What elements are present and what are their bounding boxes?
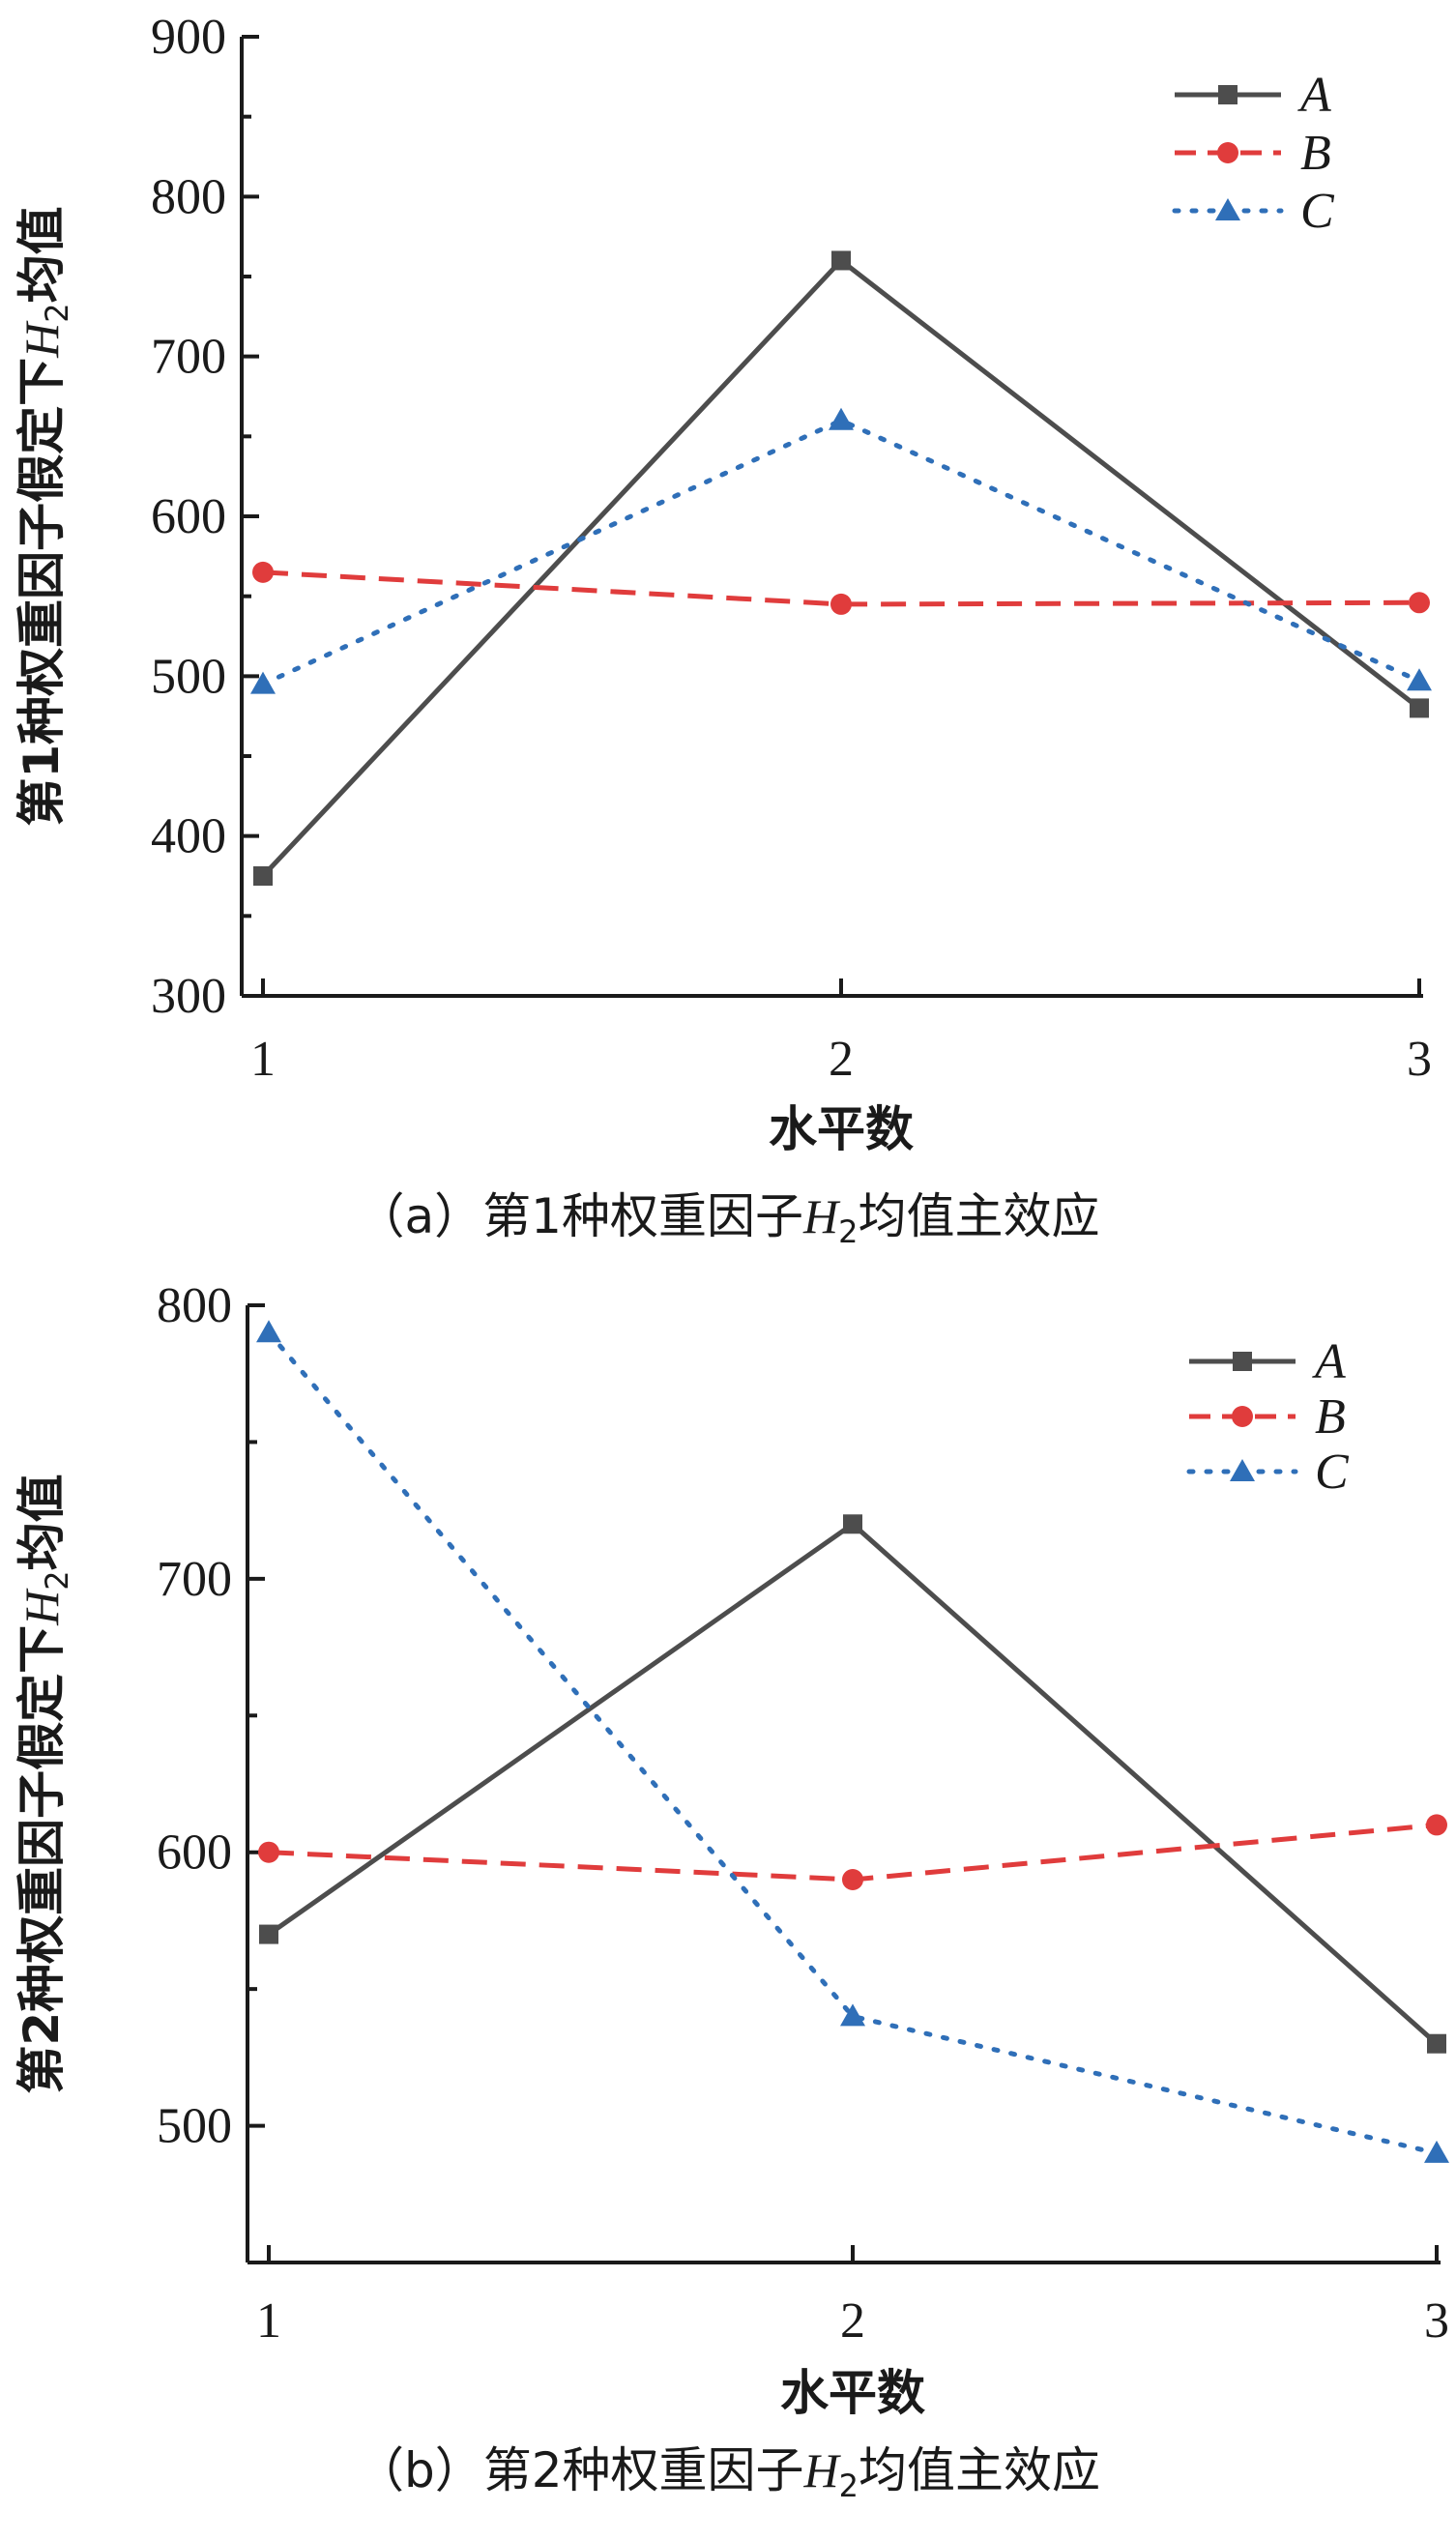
figure-caption-sub: 2 bbox=[839, 2467, 859, 2504]
legend-A-marker bbox=[1233, 1352, 1252, 1371]
legend-C-label: C bbox=[1300, 184, 1335, 239]
legend-C-label: C bbox=[1315, 1445, 1350, 1500]
series-B-point bbox=[258, 1841, 279, 1863]
series-A-line bbox=[261, 257, 1421, 878]
y-tick-label: 300 bbox=[151, 969, 226, 1024]
legend: ABC bbox=[1172, 68, 1335, 239]
series-C-point bbox=[1407, 668, 1432, 691]
y-axis-title-var: H bbox=[15, 1588, 69, 1626]
y-tick-label: 600 bbox=[157, 1825, 232, 1881]
series-A-line bbox=[267, 1521, 1439, 2046]
legend: ABC bbox=[1186, 1334, 1350, 1500]
x-tick-label: 1 bbox=[256, 2293, 281, 2349]
y-tick-label: 700 bbox=[151, 330, 226, 385]
series-C-point bbox=[1424, 2140, 1449, 2163]
legend-C-marker bbox=[1230, 1459, 1255, 1481]
series-C-point bbox=[840, 2003, 865, 2027]
y-tick-label: 400 bbox=[151, 809, 226, 864]
y-axis-title-text: 均值 bbox=[14, 1474, 70, 1570]
y-tick-label: 900 bbox=[151, 10, 226, 65]
figure-caption-text: （a）第1种权重因子 bbox=[357, 1188, 803, 1244]
legend-B-label: B bbox=[1315, 1389, 1346, 1445]
series-C-line bbox=[266, 1329, 1440, 2156]
figure-caption: （b）第2种权重因子H2均值主效应 bbox=[356, 2442, 1100, 2504]
series-A-point bbox=[253, 866, 273, 886]
y-axis-title-sub: 2 bbox=[39, 1570, 75, 1590]
series-C-line bbox=[260, 418, 1422, 687]
legend-C-marker bbox=[1215, 198, 1240, 220]
series-A-point bbox=[843, 1514, 862, 1534]
legend-A-marker bbox=[1218, 85, 1238, 104]
x-tick-label: 2 bbox=[840, 2293, 865, 2349]
series-B-point bbox=[1409, 592, 1430, 614]
y-axis-title-text: 第2种权重因子假定下 bbox=[14, 1625, 70, 2094]
x-tick-label: 3 bbox=[1424, 2293, 1449, 2349]
legend-B-marker bbox=[1232, 1406, 1253, 1427]
figure-caption-text: 均值主效应 bbox=[859, 2442, 1100, 2498]
series-C-point bbox=[256, 1320, 281, 1343]
legend-A-label: A bbox=[1312, 1334, 1346, 1389]
y-tick-label: 800 bbox=[157, 1278, 232, 1333]
figure-caption-text: （b）第2种权重因子 bbox=[356, 2442, 804, 2498]
y-axis-title-sub: 2 bbox=[39, 303, 75, 322]
x-axis-title: 水平数 bbox=[769, 1101, 914, 1157]
y-axis-title-var: H bbox=[15, 320, 69, 359]
series-A-point bbox=[259, 1924, 278, 1944]
series-A-point bbox=[1427, 2033, 1446, 2054]
series-C bbox=[250, 407, 1432, 694]
figure-caption-var: H bbox=[802, 1189, 841, 1243]
series-B bbox=[252, 561, 1430, 615]
series-B-point bbox=[830, 593, 852, 615]
x-tick-label: 2 bbox=[829, 1032, 854, 1087]
chart-panel-b: 500 600 700 800 1 2 3 水平数 第2种权重因子假定下H2均值 A B C （b）第2… bbox=[0, 1276, 1456, 2540]
series-B-point bbox=[842, 1869, 863, 1890]
y-tick-label: 500 bbox=[157, 2099, 232, 2154]
legend-A-label: A bbox=[1297, 68, 1331, 123]
figure-caption: （a）第1种权重因子H2均值主效应 bbox=[357, 1188, 1100, 1250]
series-A-point bbox=[1410, 698, 1429, 718]
series-B-point bbox=[1426, 1814, 1447, 1836]
series-C-point bbox=[250, 671, 276, 694]
series-C-point bbox=[829, 407, 854, 430]
series-B-point bbox=[252, 561, 274, 583]
figure-caption-var: H bbox=[803, 2443, 842, 2497]
y-axis-title: 第1种权重因子假定下H2均值 bbox=[14, 206, 75, 826]
y-tick-label: 800 bbox=[151, 169, 226, 224]
series-C bbox=[256, 1320, 1449, 2163]
x-tick-label: 1 bbox=[250, 1032, 276, 1087]
y-axis-title-text: 均值 bbox=[14, 206, 70, 303]
y-axis-title-text: 第1种权重因子假定下 bbox=[14, 358, 70, 827]
y-tick-label: 600 bbox=[151, 489, 226, 544]
y-tick-label: 700 bbox=[157, 1552, 232, 1607]
figure-caption-text: 均值主效应 bbox=[858, 1188, 1099, 1244]
series-A-point bbox=[831, 250, 851, 271]
series-A bbox=[259, 1514, 1446, 2054]
series-B bbox=[258, 1814, 1447, 1890]
x-tick-label: 3 bbox=[1407, 1032, 1432, 1087]
legend-B-marker bbox=[1217, 142, 1238, 163]
chart-panel-a: 300 400 500 600 700 800 900 1 2 3 水平数 第1种权重因子假定下H2均… bbox=[14, 10, 1432, 1250]
figure-caption-sub: 2 bbox=[838, 1213, 858, 1250]
y-tick-label: 500 bbox=[151, 649, 226, 704]
series-A bbox=[253, 250, 1429, 886]
y-axis-title: 第2种权重因子假定下H2均值 bbox=[14, 1474, 75, 2093]
x-axis-title: 水平数 bbox=[780, 2365, 925, 2421]
legend-B-label: B bbox=[1300, 126, 1331, 181]
